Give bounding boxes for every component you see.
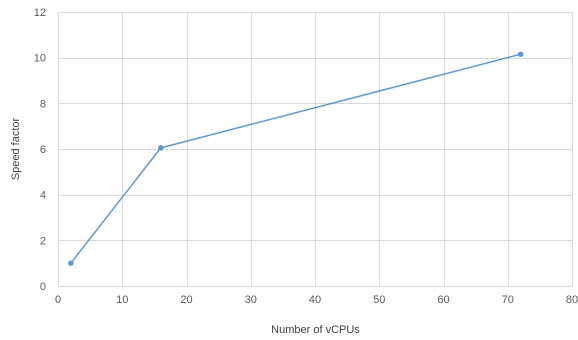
series-line bbox=[70, 53, 521, 264]
x-tick-label: 60 bbox=[437, 294, 449, 306]
data-point bbox=[68, 260, 74, 266]
data-point bbox=[158, 145, 164, 151]
y-tick-label: 12 bbox=[34, 7, 46, 19]
data-point bbox=[517, 51, 524, 58]
x-tick-label: 0 bbox=[55, 294, 61, 306]
y-tick-label: 0 bbox=[40, 281, 46, 293]
y-tick-labels: 0 2 4 6 8 10 12 bbox=[34, 7, 46, 293]
y-tick-label: 6 bbox=[40, 144, 46, 156]
x-axis-title: Number of vCPUs bbox=[271, 324, 360, 336]
x-tick-label: 70 bbox=[502, 294, 514, 306]
y-gridlines bbox=[58, 12, 572, 287]
y-tick-label: 2 bbox=[40, 235, 46, 247]
x-tick-label: 40 bbox=[309, 294, 321, 306]
x-tick-labels: 0 10 20 30 40 50 60 70 80 bbox=[55, 294, 578, 306]
series-layer bbox=[68, 51, 524, 266]
x-tick-label: 30 bbox=[245, 294, 257, 306]
x-tick-label: 50 bbox=[373, 294, 385, 306]
y-tick-label: 10 bbox=[34, 53, 46, 65]
x-tick-label: 80 bbox=[566, 294, 578, 306]
y-tick-label: 8 bbox=[40, 98, 46, 110]
x-tick-label: 10 bbox=[116, 294, 128, 306]
x-tick-label: 20 bbox=[180, 294, 192, 306]
y-axis-title: Speed factor bbox=[10, 117, 22, 180]
y-tick-label: 4 bbox=[40, 190, 46, 202]
